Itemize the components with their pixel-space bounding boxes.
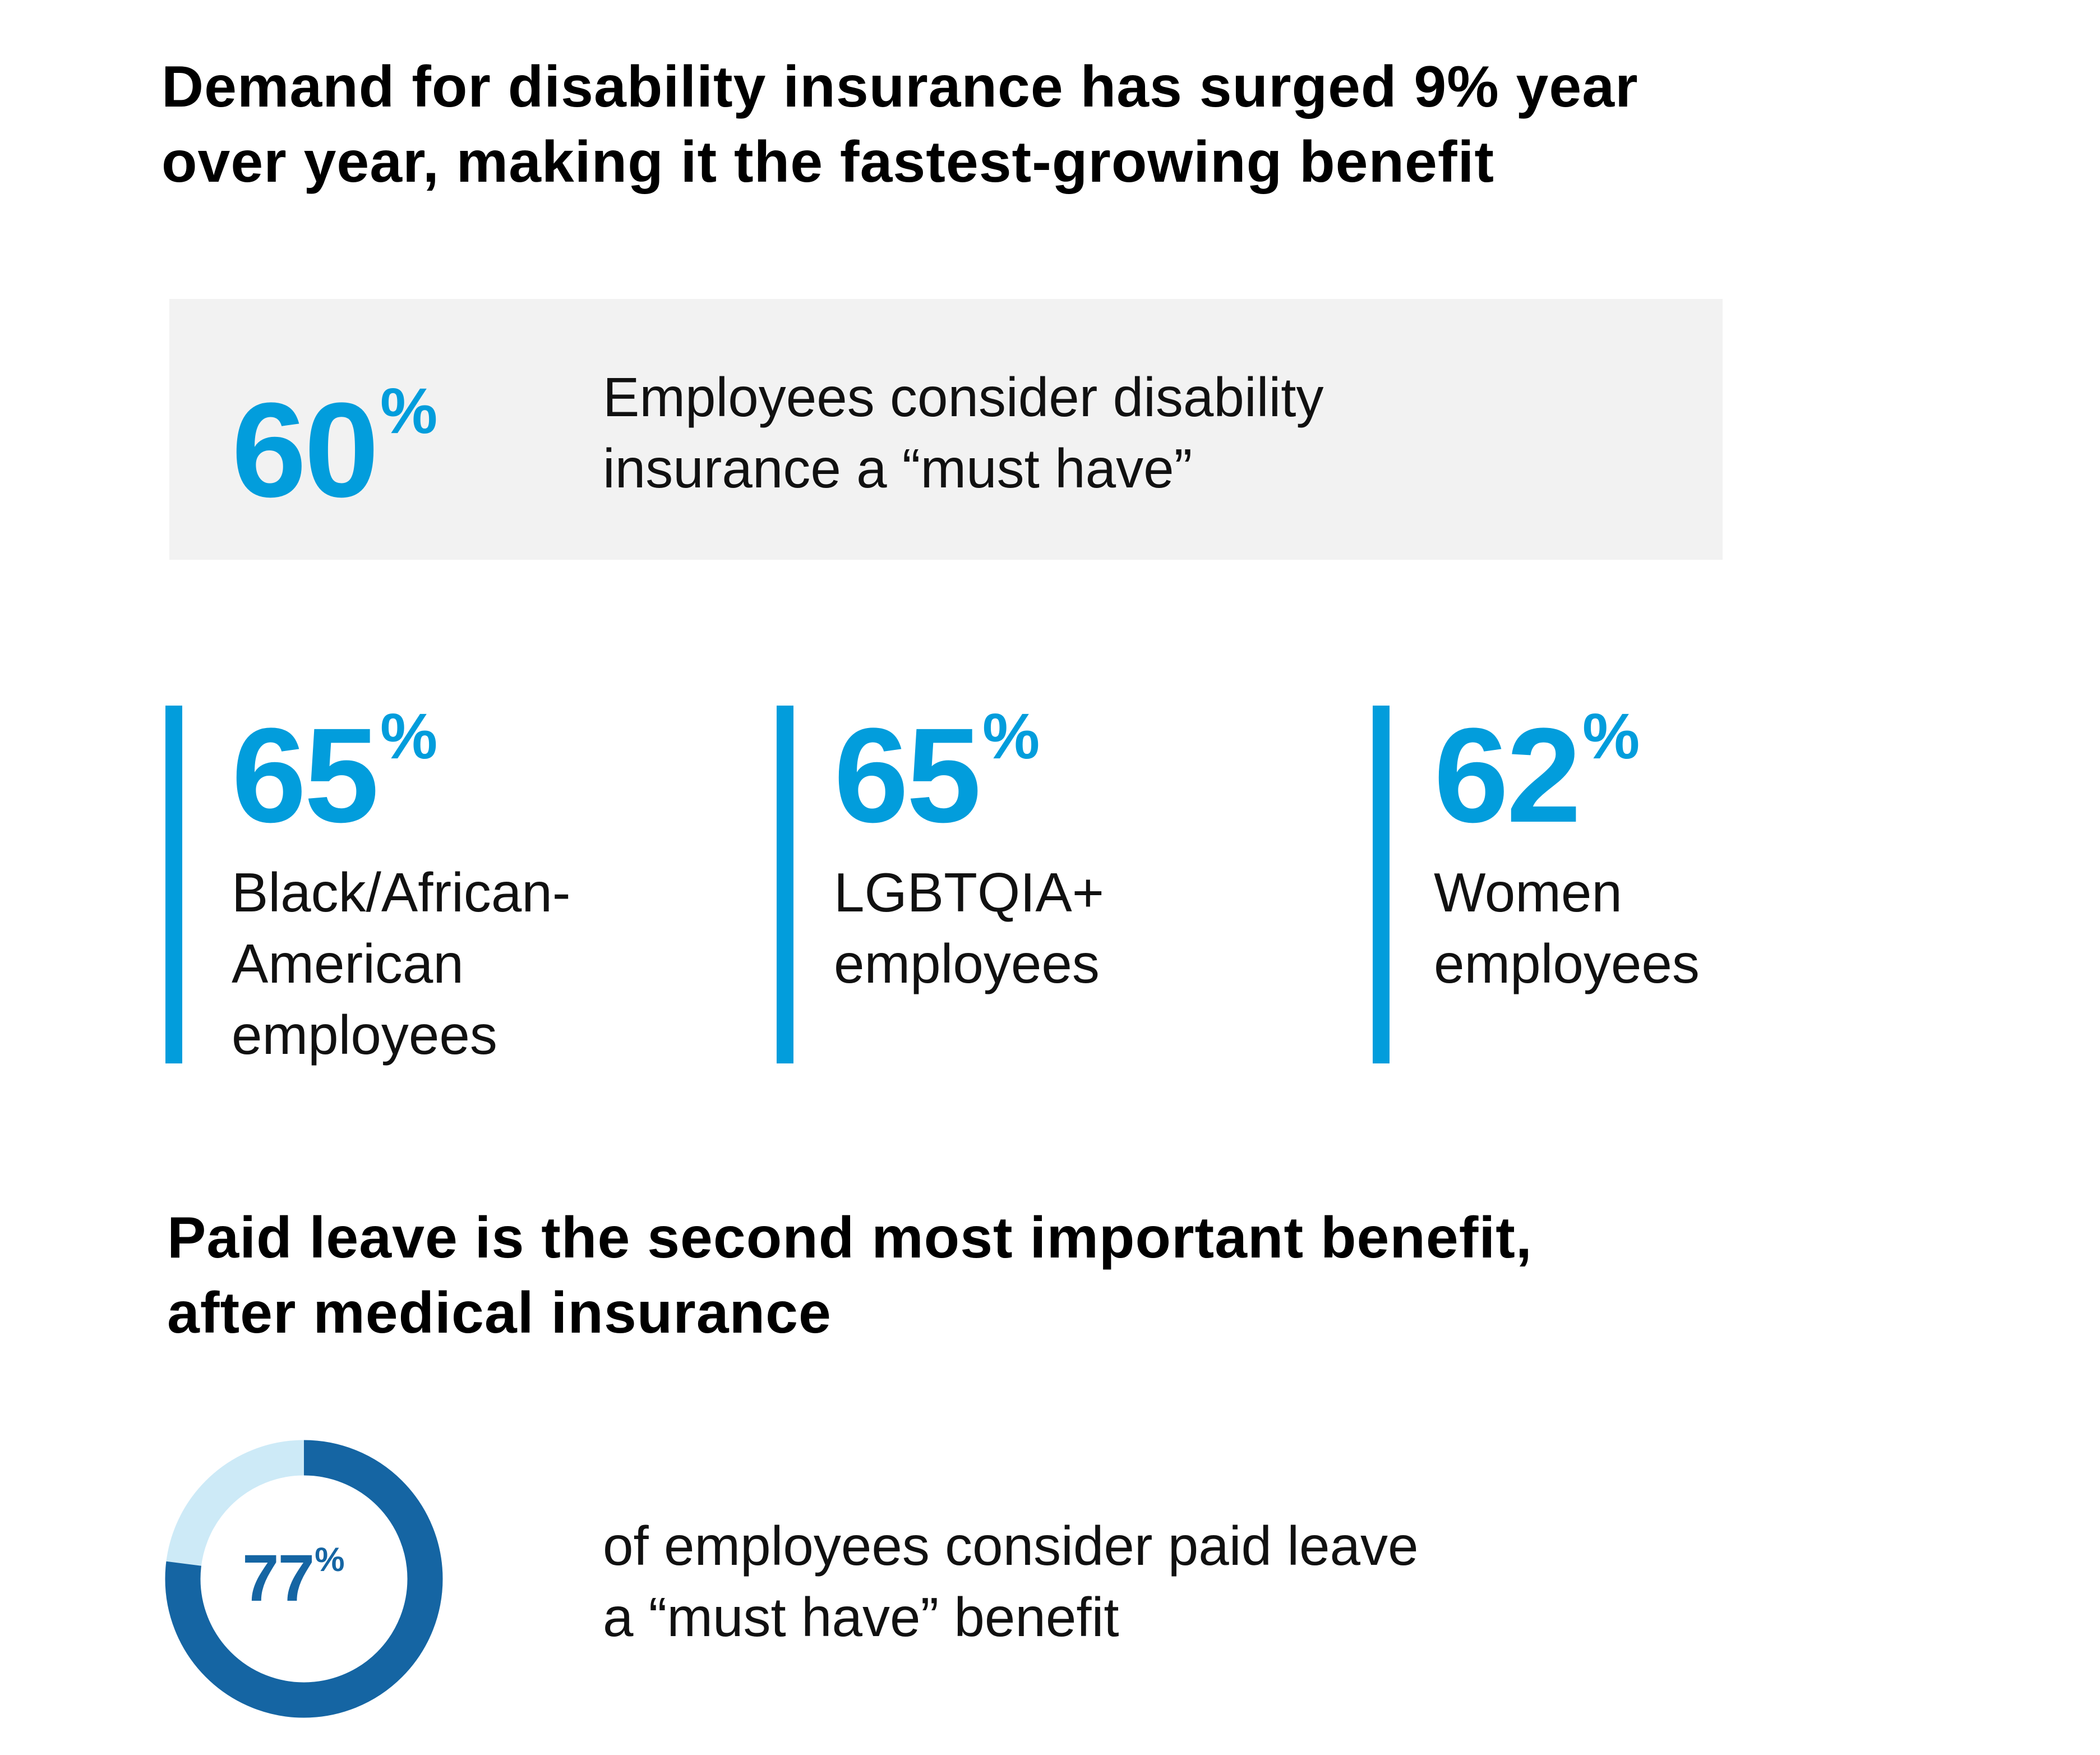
label-line: Black/African- — [232, 862, 571, 923]
stat-black-employees: 65% — [232, 704, 437, 843]
accent-bar — [1373, 706, 1390, 1063]
highlight-stat: 60% — [232, 379, 437, 518]
title-line: Demand for disability insurance has surg… — [161, 54, 1639, 119]
text-line: Employees consider disability — [603, 366, 1324, 428]
stat-value: 60 — [232, 375, 379, 525]
stat-label: LGBTQIA+ employees — [834, 857, 1104, 999]
stat-value: 62 — [1434, 700, 1581, 850]
stat-unit: % — [1582, 701, 1640, 772]
label-line: LGBTQIA+ — [834, 862, 1105, 923]
text-line: insurance a “must have” — [603, 437, 1193, 499]
highlight-box — [169, 299, 1723, 560]
text-line: of employees consider paid leave — [603, 1515, 1419, 1577]
label-line: Women — [1434, 862, 1622, 923]
section-title: Demand for disability insurance has surg… — [161, 49, 1639, 200]
stat-label: Black/African- American employees — [232, 857, 571, 1071]
accent-bar — [777, 706, 793, 1063]
title-line: Paid leave is the second most important … — [167, 1205, 1533, 1270]
stat-label: Women employees — [1434, 857, 1700, 999]
stat-women-employees: 62% — [1434, 704, 1640, 843]
donut-chart — [165, 1440, 443, 1718]
donut-text: of employees consider paid leave a “must… — [603, 1510, 1419, 1653]
accent-bar — [165, 706, 182, 1063]
stat-unit: % — [315, 1541, 345, 1578]
title-line: over year, making it the fastest-growing… — [161, 130, 1494, 195]
stat-value: 77 — [242, 1541, 315, 1615]
stat-unit: % — [380, 701, 438, 772]
donut-fill — [165, 1440, 443, 1718]
stat-unit: % — [380, 375, 438, 447]
stat-lgbtqia-employees: 65% — [834, 704, 1040, 843]
donut-value: 77% — [242, 1543, 345, 1612]
label-line: employees — [232, 1004, 497, 1066]
text-line: a “must have” benefit — [603, 1586, 1119, 1648]
stat-value: 65 — [232, 700, 379, 850]
label-line: employees — [834, 933, 1100, 994]
stat-value: 65 — [834, 700, 981, 850]
title-line: after medical insurance — [167, 1280, 832, 1346]
stat-unit: % — [982, 701, 1040, 772]
highlight-text: Employees consider disability insurance … — [603, 362, 1323, 504]
label-line: American — [232, 933, 464, 994]
label-line: employees — [1434, 933, 1700, 994]
section-title: Paid leave is the second most important … — [167, 1200, 1533, 1351]
